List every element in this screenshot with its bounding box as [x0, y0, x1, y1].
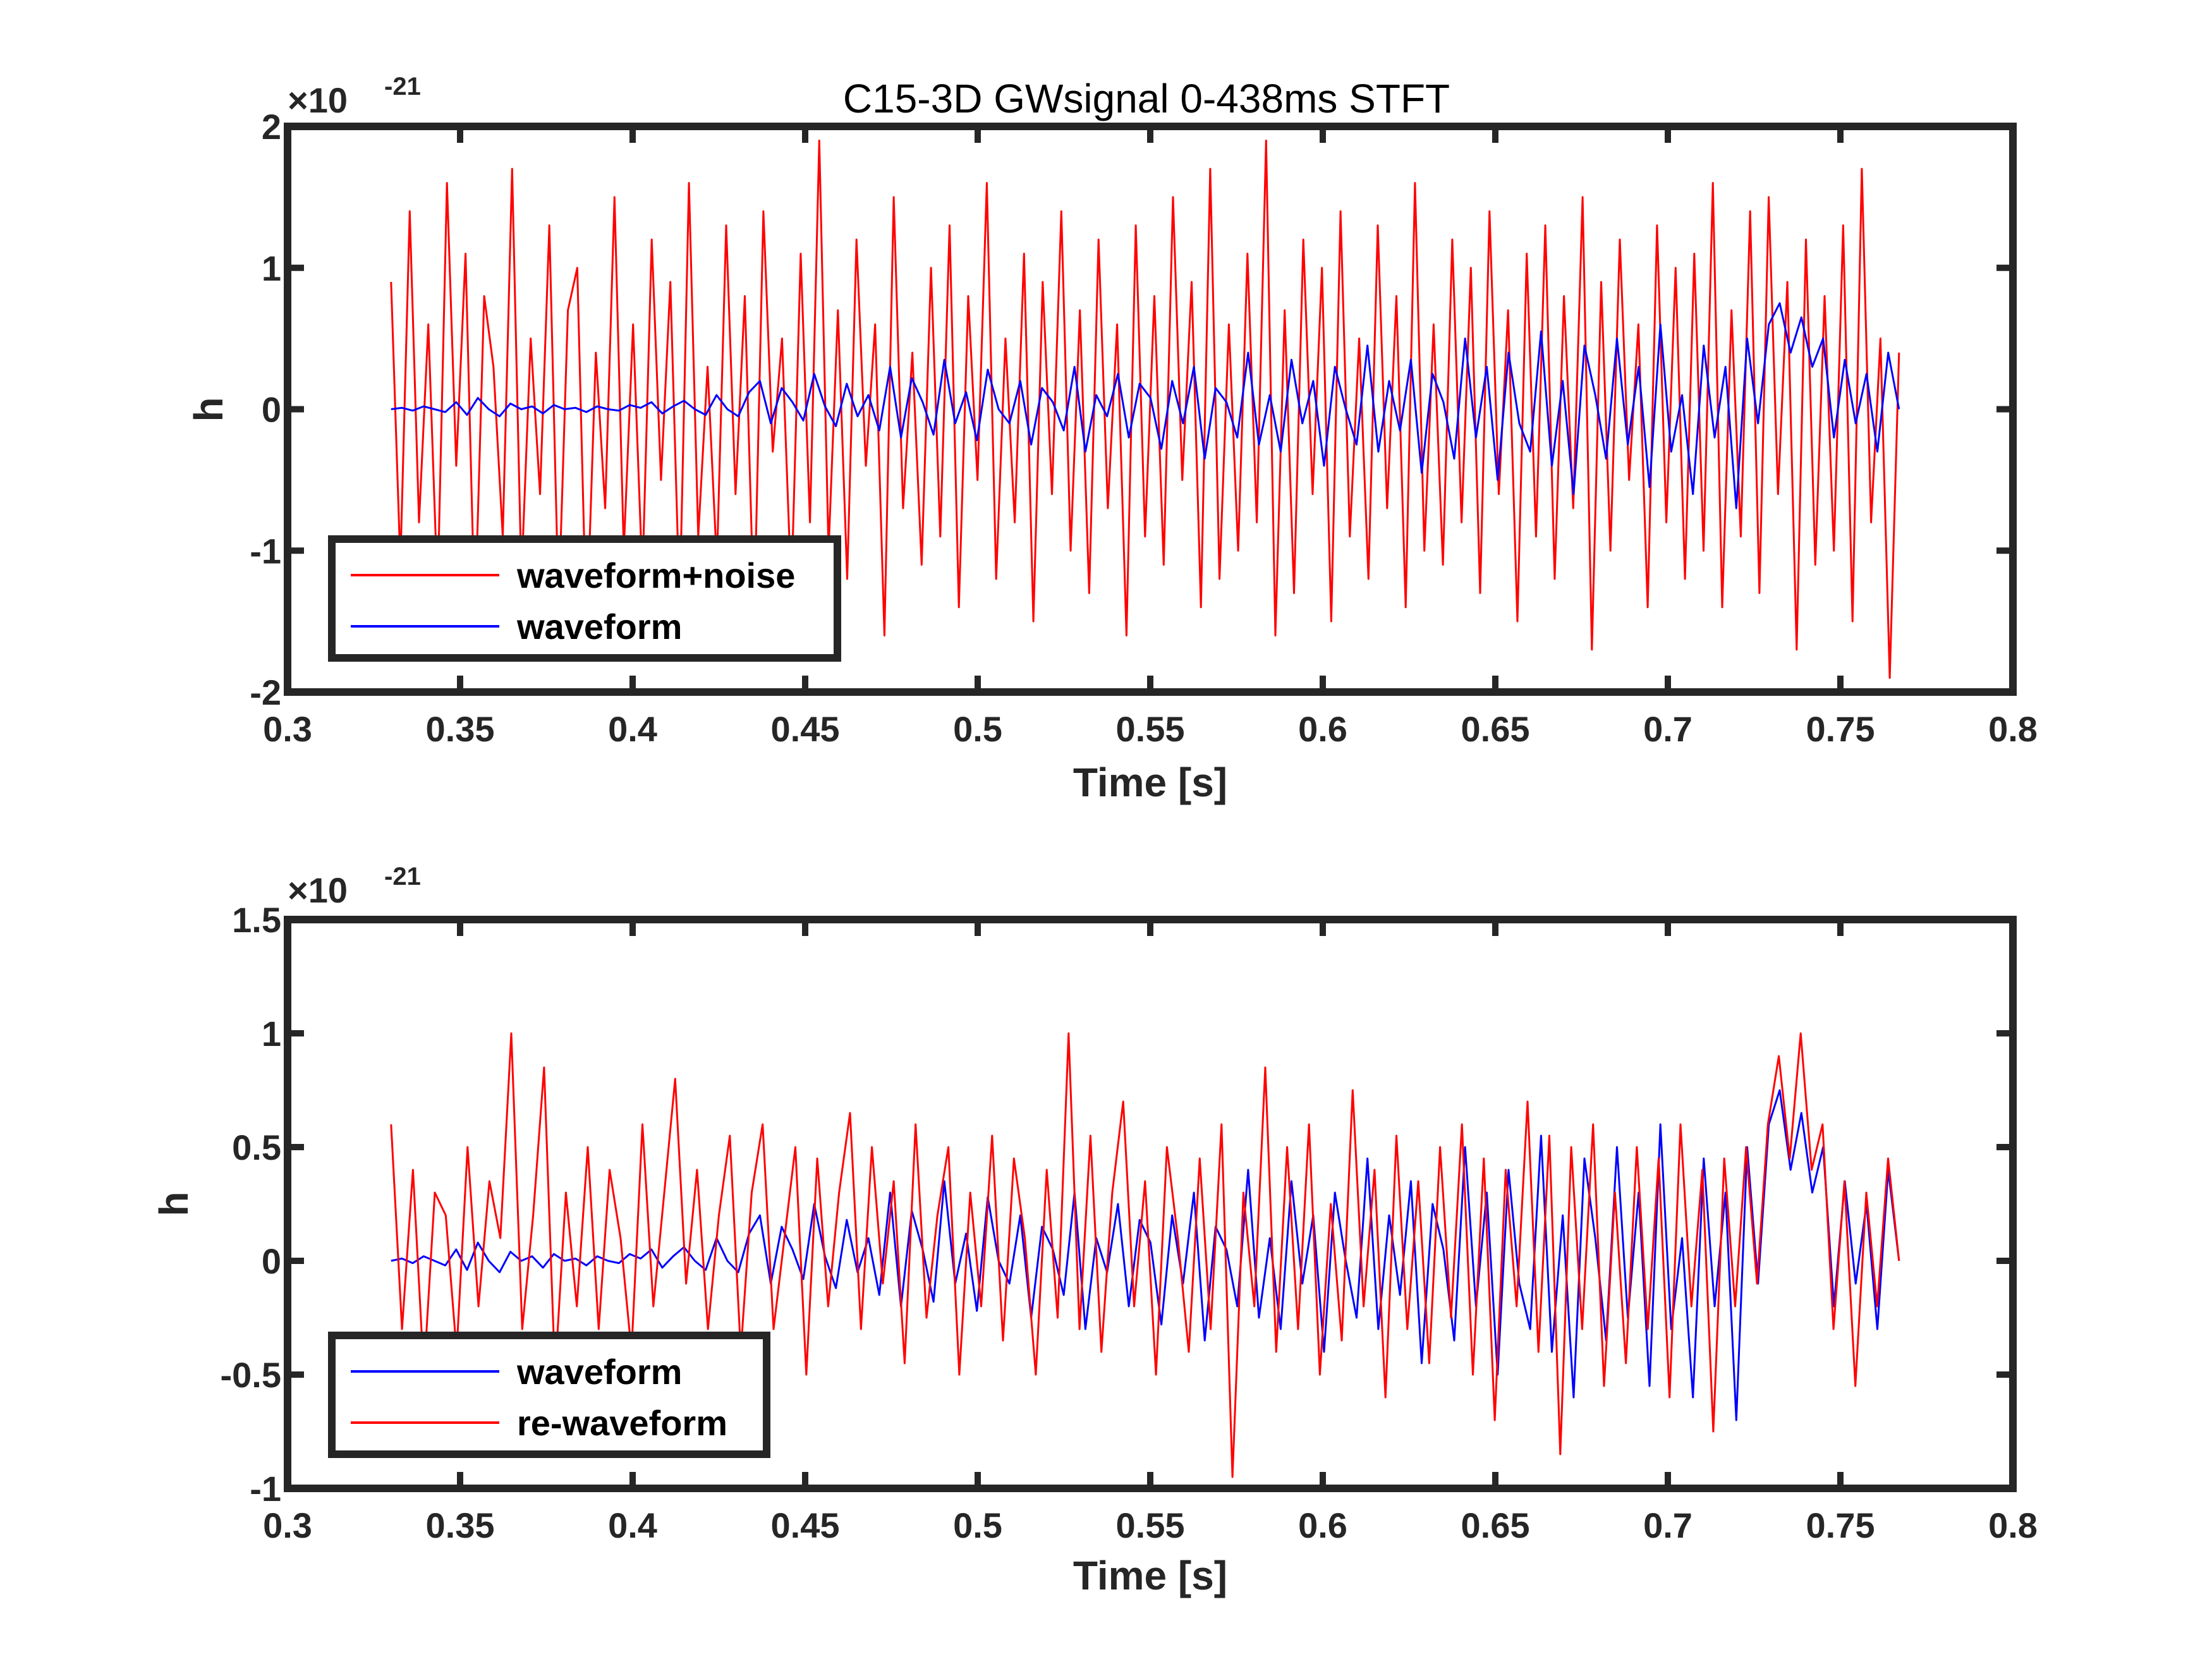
bottom-x-tick-label: 0.45 [771, 1505, 840, 1545]
top-chart-title: C15-3D GWsignal 0-438ms STFT [843, 76, 1450, 121]
top-legend: waveform+noise waveform [328, 535, 841, 662]
top-y-axis-label: h [186, 397, 231, 422]
bottom-x-tick-label: 0.65 [1461, 1505, 1530, 1545]
bottom-x-tick-label: 0.75 [1806, 1505, 1875, 1545]
bottom-x-tick-label: 0.6 [1298, 1505, 1347, 1545]
top-x-tick-label: 0.8 [1988, 709, 2038, 749]
top-x-tick-label: 0.6 [1298, 709, 1347, 749]
top-y-tick-label: 1 [262, 248, 281, 288]
top-y-tick-label: -2 [250, 672, 281, 712]
bottom-y-tick-label: 1 [262, 1014, 281, 1054]
bottom-x-tick-label: 0.55 [1116, 1505, 1185, 1545]
bottom-x-tick-label: 0.35 [426, 1505, 495, 1545]
bottom-legend-label-1: re-waveform [517, 1403, 727, 1443]
top-x-tick-label: 0.75 [1806, 709, 1875, 749]
bottom-x-tick-label: 0.7 [1643, 1505, 1692, 1545]
bottom-exponent-power: -21 [384, 863, 421, 890]
bottom-y-tick-label: -0.5 [221, 1355, 282, 1395]
top-plot: C15-3D GWsignal 0-438ms STFT ×10 -21 0.3… [186, 73, 2038, 805]
bottom-y-tick-label: 0 [262, 1241, 281, 1281]
top-exponent-label: ×10 -21 [288, 73, 421, 120]
bottom-plot: ×10 -21 0.3 0.35 0.4 0.45 0.5 0.55 0.6 0.65 0.7 0… [151, 863, 2038, 1598]
top-x-tick-label: 0.35 [426, 709, 495, 749]
top-x-axis-label: Time [s] [1073, 760, 1227, 805]
bottom-x-tick-label: 0.5 [953, 1505, 1002, 1545]
bottom-exponent-label: ×10 -21 [288, 863, 421, 910]
bottom-x-tick-label: 0.8 [1988, 1505, 2038, 1545]
top-x-tick-label: 0.7 [1643, 709, 1692, 749]
top-legend-label-0: waveform+noise [516, 556, 795, 595]
top-x-tick-label: 0.3 [263, 709, 312, 749]
bottom-series-waveform-line [391, 1089, 1900, 1421]
top-series-waveform-line [391, 302, 1900, 509]
top-y-tick-label: 0 [262, 390, 281, 430]
bottom-legend-label-0: waveform [516, 1352, 682, 1392]
top-exponent-base: ×10 [288, 80, 348, 120]
top-y-tick-label: -1 [250, 531, 281, 571]
bottom-exponent-base: ×10 [288, 870, 348, 910]
bottom-x-axis-label: Time [s] [1073, 1553, 1227, 1598]
top-x-tick-label: 0.5 [953, 709, 1002, 749]
top-x-tick-label: 0.45 [771, 709, 840, 749]
bottom-legend-box [328, 1332, 770, 1458]
bottom-series-re-waveform-line [390, 1032, 1900, 1478]
top-y-tick-label: 2 [262, 107, 281, 147]
bottom-y-tick-label: 1.5 [232, 900, 281, 940]
top-x-tick-label: 0.55 [1116, 709, 1185, 749]
top-legend-box [328, 535, 841, 662]
top-legend-label-1: waveform [516, 607, 682, 647]
top-exponent-power: -21 [384, 73, 421, 100]
bottom-x-tick-label: 0.3 [263, 1505, 312, 1545]
top-x-tick-label: 0.65 [1461, 709, 1530, 749]
bottom-y-tick-label: 0.5 [232, 1127, 281, 1167]
bottom-y-axis-label: h [151, 1191, 197, 1216]
bottom-y-tick-label: -1 [250, 1469, 281, 1509]
bottom-legend: waveform re-waveform [328, 1332, 770, 1458]
bottom-x-tick-label: 0.4 [608, 1505, 657, 1545]
top-x-tick-label: 0.4 [608, 709, 657, 749]
